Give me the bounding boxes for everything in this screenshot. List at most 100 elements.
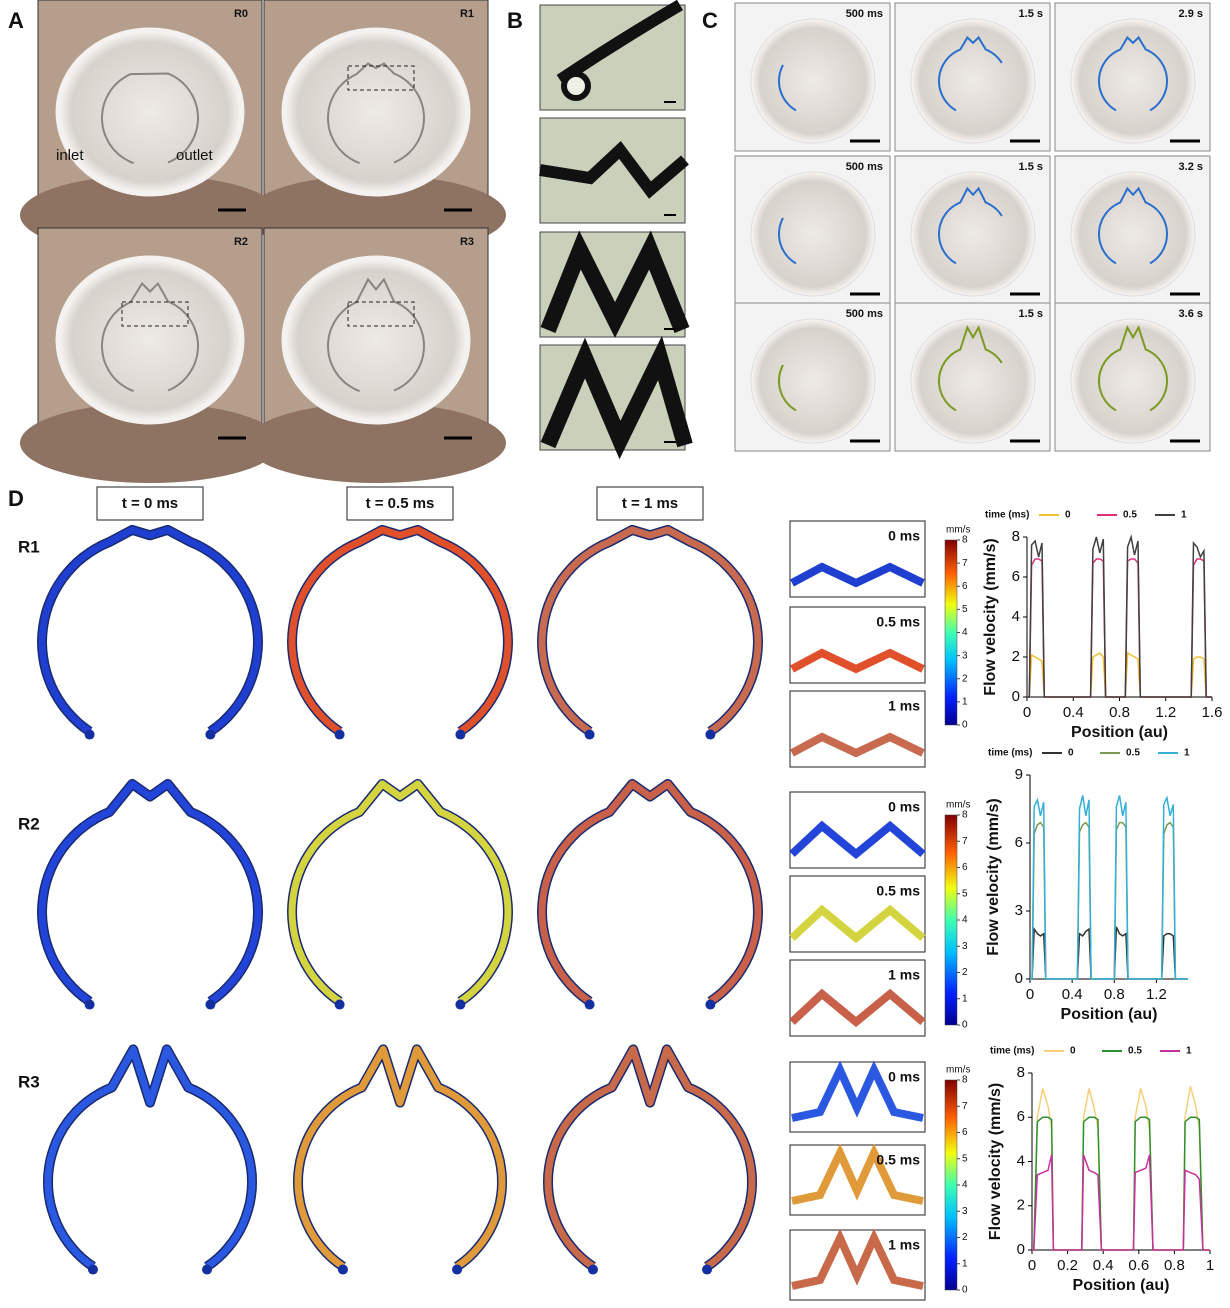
x-tick-label: 0.6	[1128, 1257, 1149, 1274]
port	[588, 1265, 598, 1275]
colorbar-tick-label: 5	[962, 604, 968, 615]
row-label: R3	[18, 1072, 40, 1091]
lens	[1071, 172, 1195, 296]
y-tick-label: 0	[1012, 688, 1020, 705]
image-label: R1	[460, 8, 474, 20]
legend-label: 1	[1184, 748, 1190, 759]
colorbar-tick-label: 5	[962, 888, 968, 899]
port	[88, 1265, 98, 1275]
colorbar	[945, 815, 957, 1025]
colorbar-tick-label: 7	[962, 1101, 968, 1112]
y-tick-label: 6	[1012, 568, 1020, 585]
channel-sim	[542, 784, 758, 1002]
channel-outline	[48, 1049, 252, 1266]
zoom-label: 1 ms	[888, 698, 920, 714]
port	[85, 1000, 95, 1010]
image-label: R0	[234, 8, 248, 20]
zoom-label: 0 ms	[888, 799, 920, 815]
channel-outline	[548, 1049, 752, 1266]
x-tick-label: 1.2	[1146, 986, 1167, 1003]
channel-sim	[48, 1049, 252, 1266]
port	[205, 1000, 215, 1010]
port	[455, 730, 465, 740]
colorbar-tick-label: 2	[962, 1232, 968, 1243]
legend-label: 0.5	[1128, 1046, 1142, 1057]
channel-sim	[42, 530, 258, 732]
legend-title: time (ms)	[988, 748, 1032, 759]
colorbar-tick-label: 3	[962, 650, 968, 661]
colorbar-tick-label: 4	[962, 1180, 968, 1191]
y-axis-title: Flow velocity (mm/s)	[982, 538, 999, 695]
colorbar-tick-label: 8	[962, 1075, 968, 1086]
y-tick-label: 2	[1012, 648, 1020, 665]
legend-label: 0.5	[1126, 748, 1140, 759]
x-tick-label: 0	[1023, 704, 1031, 721]
port	[205, 730, 215, 740]
time-label: 1.5 s	[1019, 8, 1043, 20]
series-line	[1027, 653, 1212, 697]
zoom-label: 1 ms	[888, 1237, 920, 1253]
port	[585, 730, 595, 740]
colorbar-tick-label: 1	[962, 993, 968, 1004]
y-tick-label: 6	[1015, 834, 1023, 851]
channel-outline	[42, 784, 258, 1002]
colorbar-tick-label: 3	[962, 941, 968, 952]
time-label: 500 ms	[846, 308, 883, 320]
header: t = 1 ms	[622, 495, 678, 512]
port	[202, 1265, 212, 1275]
legend-label: 0	[1070, 1046, 1076, 1057]
y-tick-label: 6	[1017, 1108, 1025, 1125]
port	[455, 1000, 465, 1010]
x-tick-label: 1.2	[1155, 704, 1176, 721]
time-label: 2.9 s	[1179, 8, 1203, 20]
time-label: 1.5 s	[1019, 161, 1043, 173]
colorbar-tick-label: 4	[962, 915, 968, 926]
colorbar-tick-label: 6	[962, 862, 968, 873]
legend-label: 0	[1065, 510, 1071, 521]
colorbar-tick-label: 0	[962, 720, 968, 731]
x-tick-label: 0.4	[1093, 1257, 1114, 1274]
colorbar	[945, 1080, 957, 1290]
zoom-label: 0.5 ms	[876, 614, 920, 630]
colorbar-tick-label: 7	[962, 558, 968, 569]
colorbar-tick-label: 0	[962, 1020, 968, 1031]
series-line	[1030, 823, 1188, 979]
inlet-port	[564, 74, 588, 98]
legend-label: 1	[1186, 1046, 1192, 1057]
x-tick-label: 0	[1026, 986, 1034, 1003]
zoom-label: 0 ms	[888, 1069, 920, 1085]
time-label: 3.2 s	[1179, 161, 1203, 173]
y-tick-label: 9	[1015, 766, 1023, 783]
x-tick-label: 0.8	[1164, 1257, 1185, 1274]
image-label: R2	[234, 236, 248, 248]
lens	[911, 19, 1035, 143]
lens	[58, 258, 242, 422]
channel-sim	[292, 530, 508, 732]
legend-label: 0.5	[1123, 510, 1137, 521]
port	[335, 1000, 345, 1010]
time-label: 3.6 s	[1179, 308, 1203, 320]
header: t = 0 ms	[122, 495, 178, 512]
x-tick-label: 0.2	[1057, 1257, 1078, 1274]
colorbar-tick-label: 8	[962, 535, 968, 546]
x-axis-title: Position (au)	[1071, 724, 1168, 741]
lens	[284, 30, 468, 194]
colorbar-tick-label: 6	[962, 581, 968, 592]
colorbar-tick-label: 5	[962, 1153, 968, 1164]
y-axis-title: Flow velocity (mm/s)	[985, 798, 1002, 955]
port	[702, 1265, 712, 1275]
legend-label: 0	[1068, 748, 1074, 759]
channel-sim	[292, 784, 508, 1002]
lens	[1071, 19, 1195, 143]
zoom-label: 0.5 ms	[876, 1152, 920, 1168]
channel-sim	[298, 1049, 502, 1266]
zoom-label: 0.5 ms	[876, 883, 920, 899]
colorbar-tick-label: 1	[962, 697, 968, 708]
port	[338, 1265, 348, 1275]
lens	[58, 30, 242, 194]
time-label: 500 ms	[846, 161, 883, 173]
channel-sim	[548, 1049, 752, 1266]
y-tick-label: 0	[1017, 1241, 1025, 1258]
lens	[284, 258, 468, 422]
lens	[751, 319, 875, 443]
